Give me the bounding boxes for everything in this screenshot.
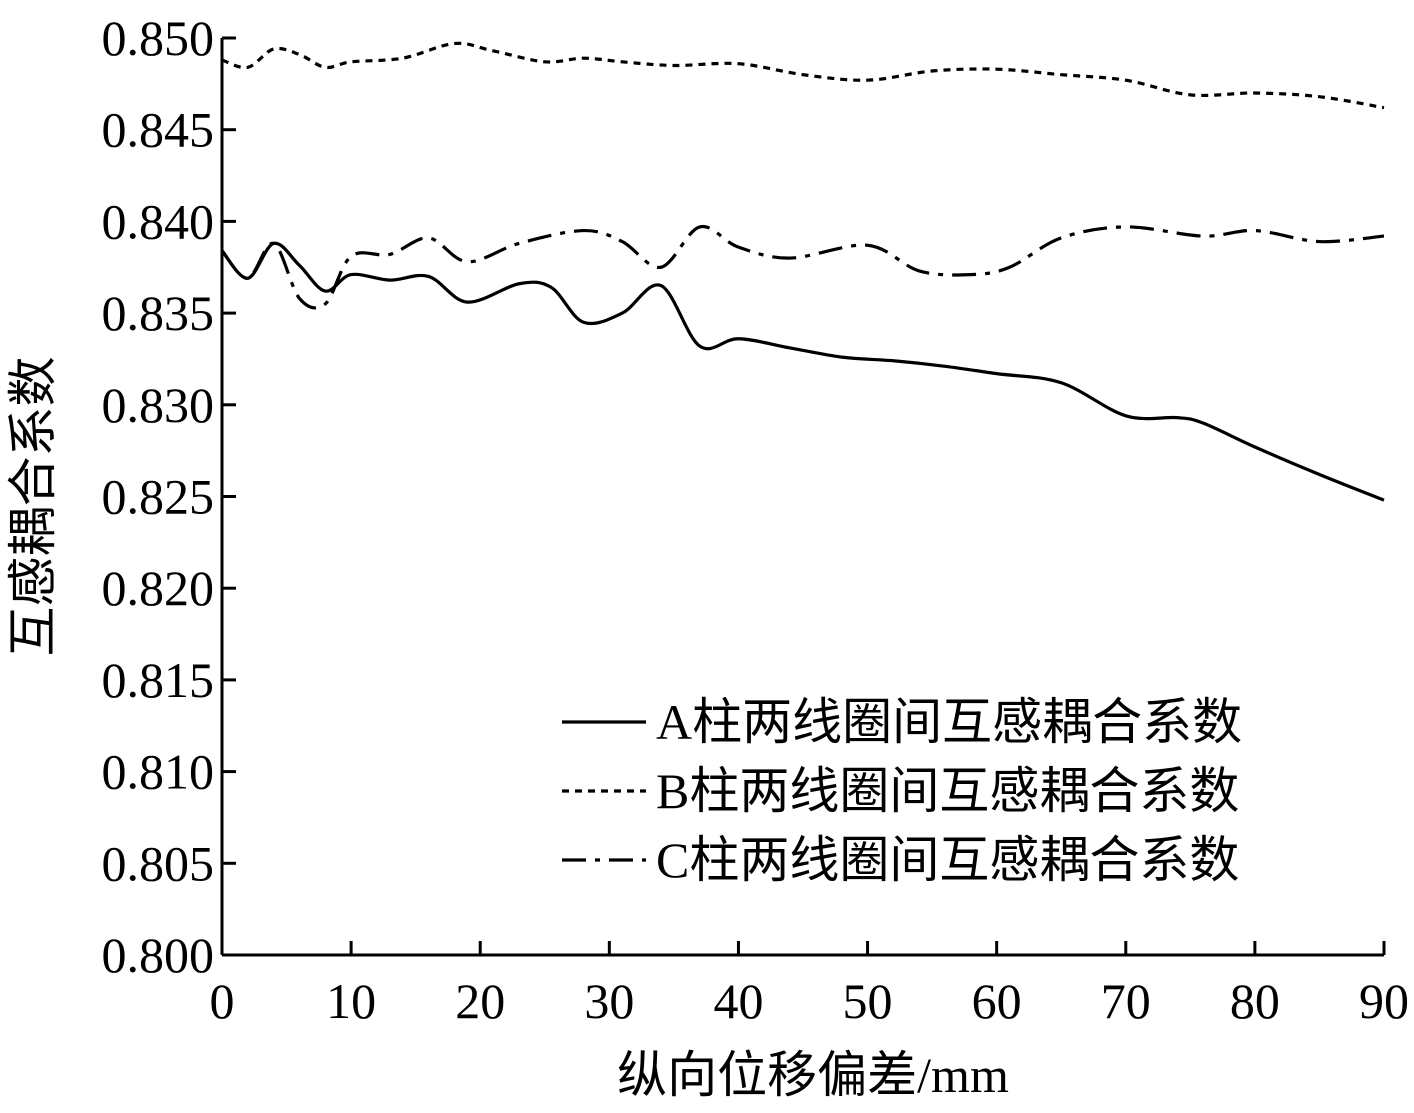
x-axis-ticks: 0 10 20 30 40 50 60 70 80 90 [210,941,1409,1029]
x-tick-label: 50 [843,973,893,1029]
x-tick-label: 30 [584,973,634,1029]
legend-label: C柱两线圈间互感耦合系数 [656,832,1239,888]
y-axis-ticks: 0.800 0.805 0.810 0.815 0.820 0.825 0.830 0.835… [102,10,236,983]
x-axis-title: 纵向位移偏差/mm [617,1047,1009,1103]
legend: A柱两线圈间互感耦合系数 B柱两线圈间互感耦合系数 C柱两线圈间互感耦合系数 [562,694,1242,888]
legend-item-c: C柱两线圈间互感耦合系数 [562,832,1239,888]
x-tick-label: 80 [1230,973,1280,1029]
series-c-line [220,224,1385,310]
y-tick-label: 0.840 [102,193,215,249]
legend-item-b: B柱两线圈间互感耦合系数 [562,763,1239,819]
series-b-line [221,41,1385,110]
x-tick-label: 20 [455,973,505,1029]
y-tick-label: 0.850 [102,10,215,66]
y-tick-label: 0.830 [102,377,215,433]
x-tick-label: 0 [210,973,235,1029]
y-tick-label: 0.825 [102,469,215,525]
plot-area: 0.800 0.805 0.810 0.815 0.820 0.825 0.830 0.835… [102,10,1410,1029]
x-tick-label: 70 [1101,973,1151,1029]
x-tick-label: 40 [713,973,763,1029]
y-tick-label: 0.815 [102,652,215,708]
y-tick-label: 0.845 [102,102,215,158]
y-tick-label: 0.835 [102,285,215,341]
legend-item-a: A柱两线圈间互感耦合系数 [562,694,1242,750]
x-tick-label: 10 [326,973,376,1029]
y-tick-label: 0.800 [102,927,215,983]
x-tick-label: 90 [1359,973,1409,1029]
y-tick-label: 0.810 [102,744,215,800]
y-tick-label: 0.805 [102,835,215,891]
y-axis-title: 互感耦合系数 [5,357,61,657]
x-tick-label: 60 [972,973,1022,1029]
series-lines [220,41,1385,502]
legend-label: B柱两线圈间互感耦合系数 [656,763,1239,819]
legend-label: A柱两线圈间互感耦合系数 [656,694,1242,750]
y-tick-label: 0.820 [102,560,215,616]
series-a-line [220,241,1385,502]
